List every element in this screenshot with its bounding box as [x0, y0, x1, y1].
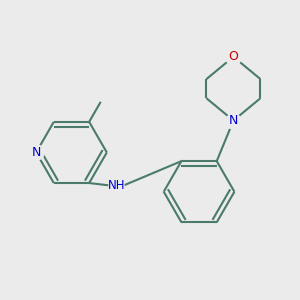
Text: NH: NH — [107, 179, 125, 192]
Text: N: N — [32, 146, 41, 159]
Text: N: N — [229, 114, 238, 127]
Text: O: O — [229, 50, 238, 63]
